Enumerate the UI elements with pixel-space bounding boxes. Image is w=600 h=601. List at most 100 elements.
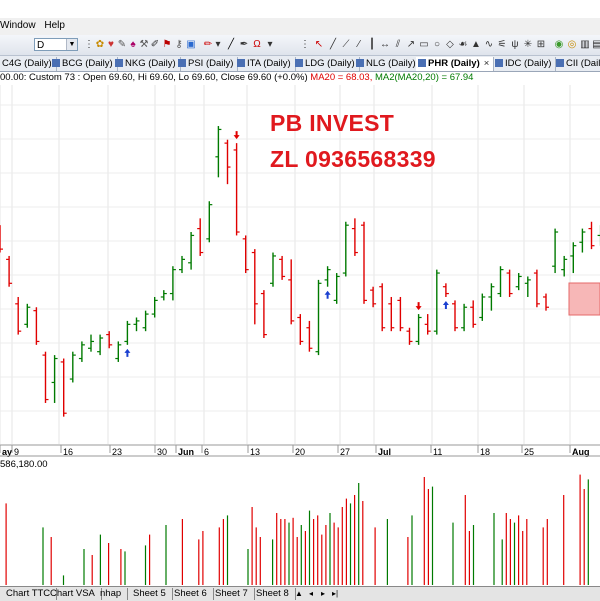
- settings-icon[interactable]: ▥: [580, 39, 590, 50]
- first-sheet-icon[interactable]: ▲: [295, 589, 303, 598]
- tab-ita[interactable]: ITA (Daily): [235, 57, 296, 71]
- pitchfork-icon[interactable]: ψ: [511, 39, 519, 50]
- next-sheet-icon[interactable]: ▸: [320, 589, 325, 598]
- chart-tab-icon: [115, 59, 123, 67]
- chart-tabs: C4G (Daily) BCG (Daily) NKG (Daily) PSI …: [0, 56, 600, 72]
- chevron-down-icon[interactable]: ▾: [267, 39, 273, 50]
- circle-icon[interactable]: ○: [433, 39, 441, 50]
- sheet-tab-5[interactable]: Sheet 5: [127, 588, 173, 600]
- line-width-icon[interactable]: ╱: [227, 39, 235, 50]
- ma20-readout: MA20 = 68.03,: [310, 72, 373, 83]
- heart-icon[interactable]: ♥: [108, 39, 114, 50]
- gear-icon[interactable]: ✿: [95, 39, 105, 50]
- vertical-line-icon[interactable]: ┃: [368, 39, 376, 50]
- cycle-icon[interactable]: ⊞: [536, 39, 546, 50]
- ohlc-readout: 00.00: Custom 73 : Open 69.60, Hi 69.60,…: [0, 72, 311, 83]
- sheet-tab-6[interactable]: Sheet 6: [168, 588, 214, 600]
- edit-icon[interactable]: ✐: [150, 39, 160, 50]
- tab-psi[interactable]: PSI (Daily): [176, 57, 239, 71]
- sell-signal-arrow: [233, 131, 240, 140]
- more-icon[interactable]: ▤: [592, 39, 600, 50]
- fib-icon[interactable]: ⚟: [497, 39, 507, 50]
- tab-nkg[interactable]: NKG (Daily): [113, 57, 181, 71]
- bird-icon[interactable]: ☙: [458, 39, 468, 50]
- tab-phr[interactable]: PHR (Daily) ×: [416, 57, 495, 71]
- arrow-line-icon[interactable]: ↗: [406, 39, 416, 50]
- x-tick-label: 9: [14, 447, 19, 457]
- x-tick-label: 16: [63, 447, 73, 457]
- ray-icon[interactable]: ⟋: [342, 39, 350, 50]
- tab-label: PHR (Daily): [428, 58, 480, 69]
- volume-header: 586,180.00: [0, 459, 48, 470]
- tab-c4g[interactable]: C4G (Daily): [0, 57, 57, 71]
- chart-tab-icon: [52, 59, 60, 67]
- tab-label: IDC (Daily): [505, 58, 552, 69]
- interval-value: D: [37, 40, 45, 51]
- trendline-icon[interactable]: ╱: [329, 39, 337, 50]
- x-tick-label: 11: [433, 447, 442, 457]
- channel-icon[interactable]: ⫽: [395, 39, 401, 50]
- ma2-readout: MA2(MA20,20) = 67.94: [372, 72, 474, 83]
- marker-icon[interactable]: ✒: [239, 39, 249, 50]
- horizontal-line-icon[interactable]: ↔: [380, 39, 390, 50]
- tab-bcg[interactable]: BCG (Daily): [50, 57, 118, 71]
- sheet-tab-chart-ttc[interactable]: Chart TTC: [0, 588, 58, 600]
- segment-icon[interactable]: ⁄: [358, 39, 360, 50]
- watermark-line-2: ZL 0936568339: [270, 146, 436, 172]
- last-sheet-icon[interactable]: ▸|: [331, 589, 339, 598]
- tab-idc[interactable]: IDC (Daily): [493, 57, 557, 71]
- tab-ldg[interactable]: LDG (Daily): [293, 57, 360, 71]
- separator-icon: ⋮: [300, 39, 310, 50]
- menu-item-window[interactable]: Window: [0, 20, 36, 31]
- tab-label: PSI (Daily): [188, 58, 234, 69]
- sheet-tab-chart-vsa[interactable]: Chart VSA: [44, 588, 102, 600]
- hammer-icon[interactable]: ⚑: [162, 39, 172, 50]
- chart-icon[interactable]: ♠: [130, 39, 136, 50]
- tab-label: CII (Daily: [566, 58, 600, 69]
- price-info-line: 00.00: Custom 73 : Open 69.60, Hi 69.60,…: [0, 72, 600, 84]
- highlight-box: [568, 282, 600, 316]
- magnet-icon[interactable]: Ω: [253, 39, 261, 50]
- sheet-tab-nhap[interactable]: nhap: [94, 588, 129, 600]
- x-tick-label: Jul: [378, 447, 391, 457]
- prev-sheet-icon[interactable]: ◂: [308, 589, 313, 598]
- sheet-tab-7[interactable]: Sheet 7: [209, 588, 255, 600]
- color-pen-icon[interactable]: ✏: [203, 39, 213, 50]
- key-icon[interactable]: ⚷: [175, 39, 183, 50]
- wave-icon[interactable]: ∿: [484, 39, 494, 50]
- watermark-line-1: PB INVEST: [270, 110, 395, 136]
- chevron-down-icon[interactable]: ▾: [215, 39, 221, 50]
- sell-signal-arrow: [415, 302, 422, 311]
- tools-icon[interactable]: ✎: [117, 39, 127, 50]
- tab-label: NLG (Daily): [366, 58, 416, 69]
- x-tick-label: 30: [157, 447, 167, 457]
- chart-tab-icon: [178, 59, 186, 67]
- tab-nlg[interactable]: NLG (Daily): [354, 57, 421, 71]
- pointer-icon[interactable]: ▣: [186, 39, 196, 50]
- refresh-icon[interactable]: ◉: [554, 39, 564, 50]
- x-tick-label: 25: [524, 447, 534, 457]
- sheet-tab-8[interactable]: Sheet 8: [250, 588, 296, 600]
- chart-tab-icon: [237, 59, 245, 67]
- sheet-tabs: Chart TTC Chart VSA nhap Sheet 5 Sheet 6…: [0, 586, 600, 601]
- x-tick-label: 13: [250, 447, 260, 457]
- chart-tab-icon: [418, 59, 426, 67]
- close-icon[interactable]: ×: [483, 58, 490, 69]
- x-tick-label: Aug: [572, 447, 590, 457]
- zoom-icon[interactable]: ◎: [567, 39, 577, 50]
- tab-cii[interactable]: CII (Daily: [554, 57, 600, 71]
- chart-tab-icon: [495, 59, 503, 67]
- separator-icon: ⋮: [84, 39, 94, 50]
- price-volume-chart[interactable]: ay 9 16 23 30 Jun 6 13 20 27 Jul 11 18 25 Aug: [0, 85, 600, 585]
- rectangle-icon[interactable]: ▭: [419, 39, 429, 50]
- triangle-icon[interactable]: ▲: [471, 39, 481, 50]
- chevron-down-icon[interactable]: ▼: [66, 39, 77, 50]
- tab-label: BCG (Daily): [62, 58, 113, 69]
- gann-icon[interactable]: ✳: [523, 39, 533, 50]
- interval-select[interactable]: D ▼: [34, 38, 78, 51]
- menu-bar: Window Help: [0, 18, 600, 35]
- menu-item-help[interactable]: Help: [44, 20, 65, 31]
- shape-icon[interactable]: ◇: [446, 39, 454, 50]
- wrench-icon[interactable]: ⚒: [139, 39, 149, 50]
- cursor-icon[interactable]: ↖: [314, 39, 324, 50]
